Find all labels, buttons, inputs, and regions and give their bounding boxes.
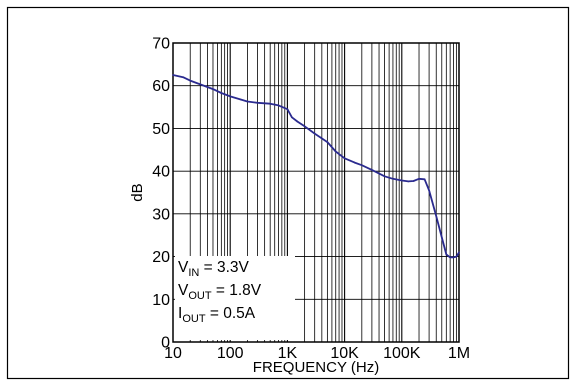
data-point xyxy=(303,125,306,128)
x-axis-label: FREQUENCY (Hz) xyxy=(253,359,379,376)
data-point xyxy=(435,215,438,217)
data-point xyxy=(229,95,231,98)
data-point xyxy=(441,236,443,239)
data-point xyxy=(220,92,223,94)
data-point xyxy=(199,83,202,86)
data-point xyxy=(392,178,394,180)
x-tick-label: 100 xyxy=(217,345,244,362)
data-point xyxy=(455,255,458,258)
data-point xyxy=(182,76,184,78)
data-point xyxy=(334,150,337,153)
data-point xyxy=(286,108,289,110)
data-point xyxy=(212,88,214,90)
series-line xyxy=(172,74,460,259)
y-tick-label: 0 xyxy=(161,335,170,352)
plot-border xyxy=(172,42,460,343)
y-tick-label: 40 xyxy=(152,164,170,181)
data-point xyxy=(445,253,448,256)
data-point xyxy=(172,74,174,76)
series-points xyxy=(172,74,460,259)
annotation-text: IOUT = 0.5A xyxy=(178,305,256,325)
data-point xyxy=(458,251,460,254)
data-point xyxy=(452,256,455,259)
annotation-text: VIN = 3.3V xyxy=(178,259,250,279)
y-tick-label: 60 xyxy=(152,78,170,95)
data-point xyxy=(313,132,316,135)
data-point xyxy=(296,120,299,123)
annotation-box xyxy=(175,256,295,340)
data-point xyxy=(326,141,329,143)
data-point xyxy=(449,256,451,259)
data-point xyxy=(361,164,363,166)
data-point xyxy=(423,178,426,181)
x-tick-label: 10 xyxy=(164,345,182,362)
data-point xyxy=(246,100,249,103)
x-tick-label: 1K xyxy=(278,345,298,362)
x-tick-label: 100K xyxy=(383,345,421,362)
data-point xyxy=(353,161,356,164)
y-tick-label: 50 xyxy=(152,121,170,138)
x-tick-label: 10K xyxy=(330,345,359,362)
y-tick-label: 70 xyxy=(152,36,170,53)
data-point xyxy=(383,175,386,178)
y-axis-label: dB xyxy=(129,183,146,201)
y-tick-label: 20 xyxy=(152,249,170,266)
data-point xyxy=(407,180,410,183)
data-point xyxy=(291,116,293,119)
data-point xyxy=(277,104,280,107)
data-point xyxy=(418,178,420,180)
x-tick-labels: 10 100 1K 10K 100K 1M xyxy=(164,345,470,362)
data-point xyxy=(343,157,346,160)
data-point xyxy=(256,102,259,104)
y-tick-labels: 0 10 20 30 40 50 60 70 xyxy=(152,36,170,352)
y-tick-label: 10 xyxy=(152,292,170,309)
annotation-text: VOUT = 1.8V xyxy=(178,282,262,302)
data-point xyxy=(401,179,403,182)
x-tick-label: 1M xyxy=(448,345,470,362)
data-point xyxy=(239,98,242,101)
data-point xyxy=(371,169,373,171)
data-point xyxy=(269,102,272,105)
y-tick-label: 30 xyxy=(152,206,170,223)
data-point xyxy=(189,79,191,82)
annotations: VIN = 3.3V VOUT = 1.8V IOUT = 0.5A xyxy=(178,259,262,325)
data-point xyxy=(428,189,430,192)
data-point xyxy=(412,180,415,182)
